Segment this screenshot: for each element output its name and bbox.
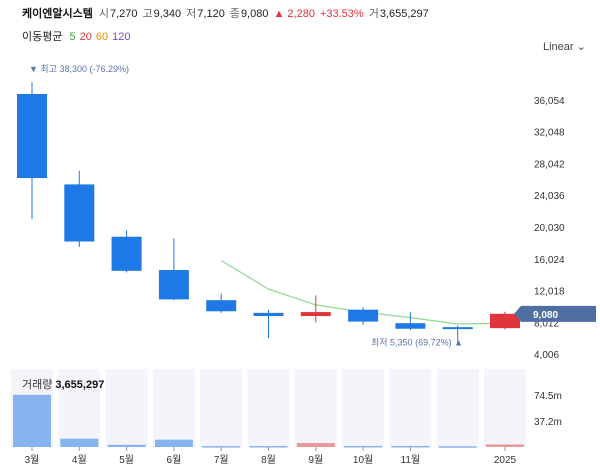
volume-column-bg bbox=[389, 369, 432, 447]
y-tick-label: 4,006 bbox=[534, 350, 559, 361]
moving-average-legend: 이동평균 5 20 60 120 bbox=[22, 28, 135, 44]
volume-bar bbox=[296, 442, 335, 447]
candle-body bbox=[442, 327, 473, 330]
volume-column-bg bbox=[247, 369, 290, 447]
volume-bar bbox=[344, 445, 383, 448]
ma-period-5: 5 bbox=[69, 31, 76, 43]
current-price-tag bbox=[514, 305, 596, 322]
volume-bar bbox=[107, 444, 146, 447]
candle-body bbox=[158, 270, 189, 300]
y-tick-label: 12,018 bbox=[534, 287, 565, 298]
x-tick-label: 5월 bbox=[119, 454, 134, 466]
y-tick-label: 28,042 bbox=[534, 159, 565, 170]
volume-column-bg bbox=[294, 369, 337, 447]
volume-column-bg bbox=[58, 369, 101, 447]
volume-bar bbox=[391, 445, 430, 448]
volume-title: 거래량 3,655,297 bbox=[22, 376, 104, 392]
ma-period-20: 20 bbox=[79, 31, 92, 43]
volume-tick-label: 74.5m bbox=[534, 391, 562, 402]
close-value: 9,080 bbox=[240, 8, 269, 20]
open-value: 7,270 bbox=[109, 8, 138, 20]
low-label: 저 bbox=[186, 8, 197, 20]
volume-tick-label: 37.2m bbox=[534, 417, 562, 428]
y-tick-label: 36,054 bbox=[534, 96, 565, 107]
volume-bar bbox=[154, 439, 193, 447]
x-tick-label: 11월 bbox=[401, 454, 421, 466]
change-percent: +33.53% bbox=[319, 8, 364, 20]
min-price-annotation: 최저 5,350 (69.72%) ▲ bbox=[371, 337, 463, 347]
volume-label: 거 bbox=[368, 8, 379, 20]
volume-title-label: 거래량 bbox=[22, 379, 53, 391]
volume-column-bg bbox=[105, 369, 148, 447]
current-price-label: 9,080 bbox=[533, 310, 558, 321]
volume-bar bbox=[13, 394, 51, 447]
scale-dropdown[interactable]: Linear ⌄ bbox=[543, 41, 586, 53]
x-tick-label: 2025 bbox=[494, 455, 517, 466]
candle-body bbox=[348, 309, 379, 322]
max-price-annotation: ▼ 최고 38,300 (-76.29%) bbox=[29, 64, 129, 74]
volume-column-bg bbox=[200, 369, 243, 447]
candle-body bbox=[17, 93, 47, 179]
change-value: ▲ 2,280 bbox=[273, 8, 315, 20]
ma-period-120: 120 bbox=[112, 31, 131, 43]
volume-bar bbox=[438, 446, 477, 448]
ma-period-60: 60 bbox=[95, 31, 109, 43]
high-label: 고 bbox=[142, 8, 153, 20]
x-tick-label: 8월 bbox=[261, 454, 276, 466]
x-tick-label: 10월 bbox=[353, 454, 373, 466]
y-tick-label: 24,036 bbox=[534, 191, 565, 202]
candle-body bbox=[490, 313, 520, 329]
low-value: 7,120 bbox=[197, 8, 225, 20]
y-tick-label: 16,024 bbox=[534, 255, 565, 266]
volume-value: 3,655,297 bbox=[379, 8, 429, 20]
candle-body bbox=[300, 312, 331, 317]
volume-bar bbox=[60, 438, 99, 447]
candle-body bbox=[206, 300, 237, 312]
close-label: 종 bbox=[229, 8, 240, 20]
x-tick-label: 4월 bbox=[72, 454, 87, 466]
candle-body bbox=[395, 323, 426, 329]
volume-bar bbox=[202, 446, 241, 448]
stock-name: 케이엔알시스템 bbox=[22, 8, 93, 20]
open-label: 시 bbox=[98, 8, 109, 20]
volume-bar bbox=[486, 444, 524, 447]
y-tick-label: 8,012 bbox=[534, 318, 559, 329]
volume-bar bbox=[249, 446, 288, 448]
volume-column-bg bbox=[342, 369, 385, 447]
x-tick-label: 7월 bbox=[214, 454, 229, 466]
candle-body bbox=[64, 184, 95, 242]
x-tick-label: 3월 bbox=[25, 454, 40, 466]
volume-column-bg bbox=[152, 369, 195, 447]
volume-title-value: 3,655,297 bbox=[55, 379, 105, 391]
x-tick-label: 6월 bbox=[167, 454, 182, 466]
volume-column-bg bbox=[436, 369, 479, 447]
y-tick-label: 32,048 bbox=[534, 128, 565, 139]
candle-body bbox=[111, 236, 142, 271]
moving-average-label: 이동평균 bbox=[22, 31, 63, 43]
volume-column-bg bbox=[484, 369, 526, 447]
candle-body bbox=[253, 312, 284, 317]
high-value: 9,340 bbox=[153, 8, 182, 20]
price-summary: 케이엔알시스템 시7,270 고9,340 저7,120 종9,080 ▲ 2,280 +3… bbox=[22, 5, 434, 21]
y-tick-label: 20,030 bbox=[534, 223, 565, 234]
x-tick-label: 9월 bbox=[308, 454, 323, 466]
